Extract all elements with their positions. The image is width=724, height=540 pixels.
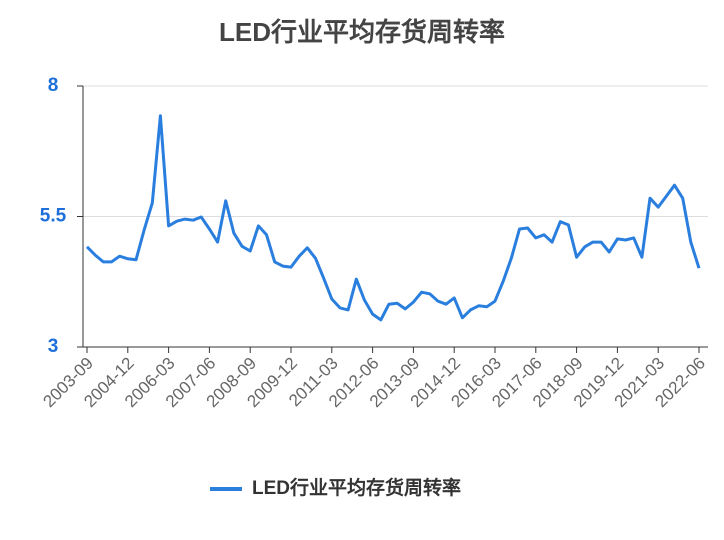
line-series (85, 114, 701, 322)
y-tick-label: 3 (48, 336, 59, 357)
y-tick-label: 8 (48, 75, 59, 96)
chart-title: LED行业平均存货周转率 (219, 17, 505, 47)
legend-label: LED行业平均存货周转率 (252, 476, 461, 499)
y-tick-label: 5.5 (40, 206, 67, 227)
